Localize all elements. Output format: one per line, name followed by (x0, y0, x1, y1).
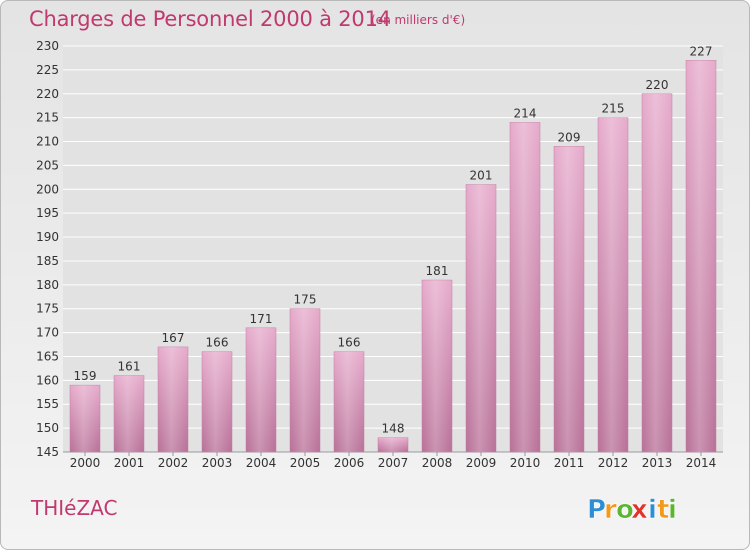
y-tick-label: 155 (36, 397, 59, 411)
bar-highlight (290, 308, 320, 452)
bar-highlight (466, 184, 496, 453)
x-tick-label: 2003 (202, 456, 233, 470)
value-label: 161 (118, 360, 141, 374)
x-tick-label: 2008 (422, 456, 453, 470)
bar-highlight (598, 117, 628, 452)
bar-highlight (422, 280, 452, 452)
logo-letter: r (604, 495, 617, 525)
value-label: 214 (514, 106, 537, 120)
logo-letter: i (648, 495, 657, 525)
value-label: 209 (558, 130, 581, 144)
y-axis: 145 150 155 160 165 170 175 180 185 190 195 200 205 2… (36, 39, 59, 459)
y-tick-label: 160 (36, 373, 59, 387)
y-tick-label: 185 (36, 254, 59, 268)
bar-highlight (642, 93, 672, 452)
bar-highlight (202, 351, 232, 452)
bar-highlight (510, 122, 540, 453)
logo-letter: o (616, 495, 634, 525)
value-label: 201 (470, 169, 493, 183)
bars: 159 161 167 166 171 175 166 148 181 201 214 209 215 2… (69, 44, 717, 453)
logo-letter: x (631, 495, 648, 525)
x-tick-label: 2012 (598, 456, 629, 470)
y-tick-label: 180 (36, 278, 59, 292)
y-tick-label: 145 (36, 445, 59, 459)
y-tick-label: 200 (36, 182, 59, 196)
y-tick-label: 215 (36, 111, 59, 125)
value-label: 159 (74, 369, 97, 383)
value-label: 171 (250, 312, 273, 326)
bar-highlight (554, 146, 584, 452)
value-label: 167 (162, 331, 185, 345)
bar-highlight (334, 351, 364, 452)
x-tick-label: 2013 (642, 456, 673, 470)
y-tick-label: 225 (36, 63, 59, 77)
logo-letter: t (657, 495, 669, 525)
x-tick-label: 2001 (114, 456, 145, 470)
x-tick-label: 2004 (246, 456, 277, 470)
value-label: 166 (206, 336, 229, 350)
x-tick-label: 2010 (510, 456, 541, 470)
logo-letter: i (668, 495, 677, 525)
y-tick-label: 195 (36, 206, 59, 220)
y-tick-label: 190 (36, 230, 59, 244)
x-tick-label: 2011 (554, 456, 585, 470)
value-label: 181 (426, 264, 449, 278)
x-tick-label: 2006 (334, 456, 365, 470)
x-tick-label: 2007 (378, 456, 409, 470)
value-label: 148 (382, 422, 405, 436)
y-tick-label: 150 (36, 421, 59, 435)
value-label: 227 (690, 44, 713, 58)
value-label: 175 (294, 293, 317, 307)
value-label: 215 (602, 102, 625, 116)
town-name: THIéZAC (31, 496, 118, 520)
bar-highlight (378, 437, 408, 452)
x-tick-label: 2005 (290, 456, 321, 470)
y-tick-label: 210 (36, 135, 59, 149)
x-axis: 2000 2001 2002 2003 2004 2005 2006 2007 2008 2009… (70, 452, 717, 470)
bar-highlight (70, 385, 100, 452)
bar-highlight (114, 375, 144, 452)
bar-highlight (246, 327, 276, 452)
proxiti-logo: Pr ox i ti (587, 495, 678, 526)
y-tick-label: 205 (36, 158, 59, 172)
y-tick-label: 165 (36, 349, 59, 363)
bar-highlight (686, 60, 716, 453)
y-tick-label: 220 (36, 87, 59, 101)
x-tick-label: 2009 (466, 456, 497, 470)
x-tick-label: 2014 (686, 456, 717, 470)
bar-highlight (158, 346, 188, 452)
value-label: 166 (338, 336, 361, 350)
chart-title: Charges de Personnel 2000 à 2014 (29, 7, 391, 31)
chart-unit: (en milliers d'€) (371, 13, 466, 27)
y-tick-label: 170 (36, 326, 59, 340)
value-label: 220 (646, 78, 669, 92)
y-tick-label: 230 (36, 39, 59, 53)
x-tick-label: 2000 (70, 456, 101, 470)
logo-letter: P (587, 495, 606, 525)
x-tick-label: 2002 (158, 456, 189, 470)
y-tick-label: 175 (36, 302, 59, 316)
